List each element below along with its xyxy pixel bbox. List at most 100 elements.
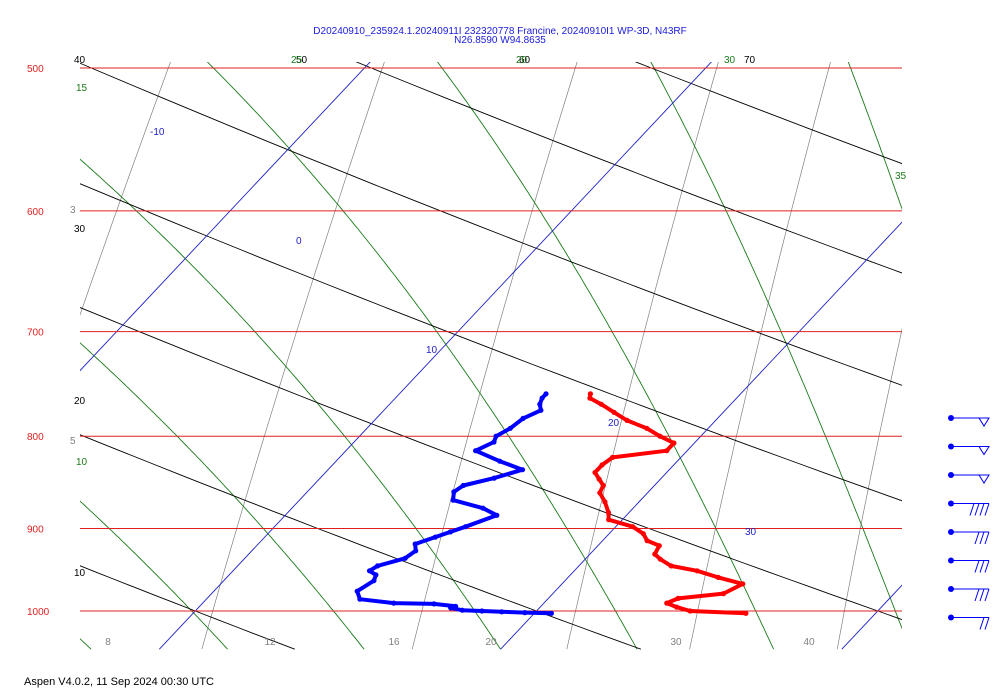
temperature-point xyxy=(597,490,603,496)
moist-adiabats xyxy=(80,62,902,650)
isotherm-label: 20 xyxy=(608,418,620,429)
dry-adiabat-label: 30 xyxy=(74,224,86,235)
wind-barb-full xyxy=(979,503,985,516)
dry-adiabat-line xyxy=(716,0,1000,649)
footer-version: Aspen V4.0.2, 11 Sep 2024 00:30 UTC xyxy=(24,676,214,688)
isobars: 500 600 700 800 900 1000 xyxy=(27,64,902,618)
temperature-point xyxy=(656,543,662,549)
mixing-ratio-label: 3 xyxy=(70,205,76,216)
temperature-point xyxy=(652,551,658,557)
temperature-point xyxy=(587,391,594,397)
moist-adiabat-line xyxy=(847,62,902,211)
dewpoint-point xyxy=(373,572,379,578)
mixing-ratio-line xyxy=(566,62,719,650)
temperature-point xyxy=(602,499,608,505)
temperature-point xyxy=(671,440,677,446)
temperature-point xyxy=(600,482,606,489)
temperature-point xyxy=(605,509,612,516)
isotherms xyxy=(80,62,902,650)
dewpoint-point xyxy=(357,596,363,602)
wind-barb xyxy=(948,443,990,456)
temperature-point xyxy=(715,574,721,581)
dewpoint-point xyxy=(537,401,543,407)
dewpoint-point xyxy=(431,601,437,607)
pressure-label-700: 700 xyxy=(27,328,44,339)
temperature-point xyxy=(694,568,700,574)
wind-barb xyxy=(948,586,990,602)
dewpoint-point xyxy=(371,578,377,584)
dewpoint-point xyxy=(479,608,485,614)
mixing-ratio-line xyxy=(201,62,385,650)
dewpoint-point xyxy=(451,489,457,495)
dewpoint-point xyxy=(539,395,545,401)
pressure-label-500: 500 xyxy=(27,64,44,75)
dewpoint-point xyxy=(522,610,528,616)
dry-adiabat-label: 10 xyxy=(74,568,86,579)
mixing-ratio-line xyxy=(836,327,902,650)
temperature-point xyxy=(664,448,670,454)
wind-barb-full xyxy=(984,531,990,545)
dry-adiabat-label: 70 xyxy=(744,55,756,66)
isotherm-line xyxy=(841,584,902,650)
moist-adiabat-label: 25 xyxy=(291,55,303,66)
wind-barb-full xyxy=(974,503,980,516)
dewpoint-point xyxy=(459,607,465,613)
wind-barb xyxy=(948,529,990,545)
dewpoint-point xyxy=(448,605,454,611)
dewpoint-point xyxy=(507,425,513,431)
moist-adiabat-label: 35 xyxy=(895,171,907,182)
wind-barb-full xyxy=(984,503,990,516)
dewpoint-point xyxy=(375,563,381,569)
dewpoint-point xyxy=(538,407,544,413)
dry-adiabats xyxy=(80,0,1000,650)
wind-barb xyxy=(948,614,990,630)
dewpoint-point xyxy=(460,482,466,489)
moist-adiabat-label: 10 xyxy=(76,457,88,468)
dewpoint-point xyxy=(493,433,499,439)
mixing-ratio-line xyxy=(80,62,171,316)
isotherm-line xyxy=(80,62,371,372)
temperature-point xyxy=(644,425,650,431)
temperature-point xyxy=(657,556,663,562)
chart-title-line-1: D20240910_235924.1.20240911I 232320778 F… xyxy=(313,26,686,37)
dry-adiabat-line xyxy=(355,62,902,274)
dewpoint-point xyxy=(463,524,469,530)
wind-barb-full xyxy=(974,560,980,573)
pressure-label-1000: 1000 xyxy=(27,607,50,618)
wind-barb-full xyxy=(979,588,985,602)
moist-adiabat-label: 30 xyxy=(724,55,736,66)
pressure-label-900: 900 xyxy=(27,524,44,535)
temperature-profile xyxy=(587,391,749,616)
moist-adiabat-line xyxy=(80,500,228,650)
dry-adiabat-line xyxy=(988,0,1000,649)
temperature-tick-label: 16 xyxy=(388,637,400,648)
temperature-point xyxy=(610,454,616,460)
dewpoint-point xyxy=(520,415,526,421)
dry-adiabat-line xyxy=(80,434,642,650)
pressure-label-600: 600 xyxy=(27,207,44,218)
isotherm-label: -10 xyxy=(150,127,165,138)
moist-adiabat-line xyxy=(80,158,501,650)
wind-barb-pennant xyxy=(978,446,990,456)
wind-barb-full xyxy=(979,531,985,545)
temperature-tick-label: 30 xyxy=(670,637,682,648)
dry-adiabat-line xyxy=(80,62,902,386)
temperature-point xyxy=(687,608,693,614)
moist-adiabat-line xyxy=(436,62,775,650)
wind-barb xyxy=(948,557,990,573)
dry-adiabat-line xyxy=(80,306,902,621)
wind-barb-full xyxy=(974,588,980,602)
temperature-point xyxy=(592,469,598,476)
wind-barb-full xyxy=(984,560,990,573)
isotherm-label: 30 xyxy=(745,527,757,538)
wind-barb-full xyxy=(974,531,980,545)
temperature-point xyxy=(740,581,746,587)
temperature-point xyxy=(611,409,617,415)
wind-barb xyxy=(948,415,990,427)
mixing-ratio-lines xyxy=(80,62,902,650)
dewpoint-profile xyxy=(354,391,555,616)
temperature-point xyxy=(598,401,604,407)
moist-adiabat-line xyxy=(80,342,365,650)
dewpoint-point xyxy=(499,609,505,615)
